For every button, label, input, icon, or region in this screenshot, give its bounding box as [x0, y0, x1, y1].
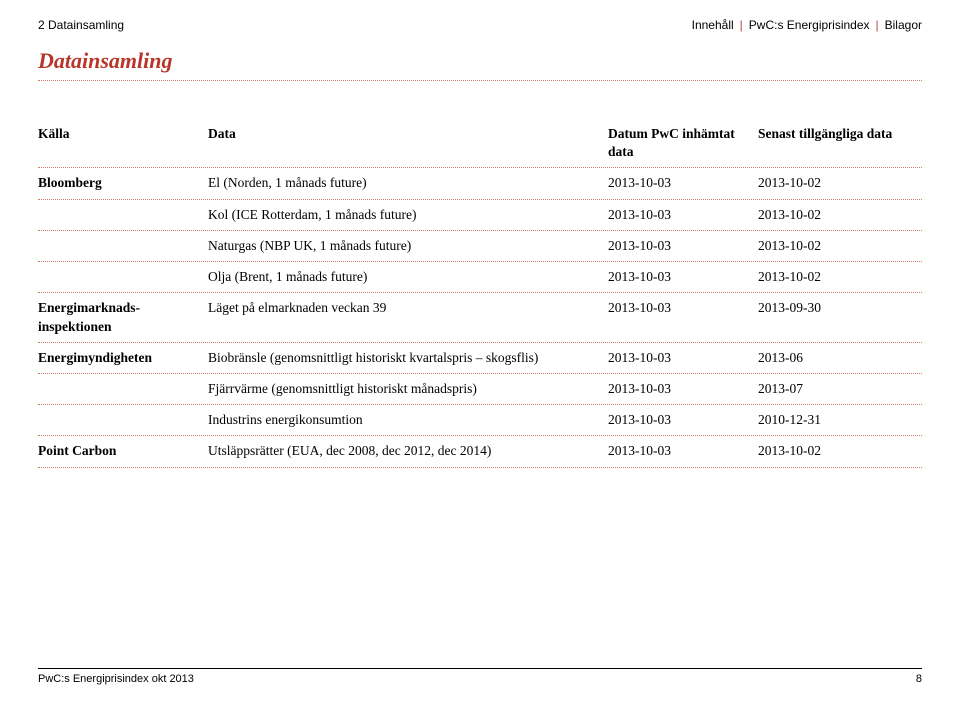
cell-desc: Industrins energikonsumtion [208, 411, 608, 429]
cell-desc: Läget på elmarknaden veckan 39 [208, 299, 608, 317]
cell-source: Energimarknads-inspektionen [38, 299, 208, 335]
cell-source: Energimyndigheten [38, 349, 208, 367]
col-header-date-latest: Senast tillgängliga data [758, 125, 918, 143]
cell-desc: Olja (Brent, 1 månads future) [208, 268, 608, 286]
cell-desc: Utsläppsrätter (EUA, dec 2008, dec 2012,… [208, 442, 608, 460]
footer-row: PwC:s Energiprisindex okt 2013 8 [38, 673, 922, 685]
cell-source: Point Carbon [38, 442, 208, 460]
page-number: 8 [916, 673, 922, 685]
cell-date1: 2013-10-03 [608, 268, 758, 286]
header-nav-item[interactable]: PwC:s Energiprisindex [749, 18, 870, 32]
page: 2 Datainsamling Innehåll | PwC:s Energip… [0, 0, 960, 703]
cell-date2: 2013-07 [758, 380, 918, 398]
cell-desc: Fjärrvärme (genomsnittligt historiskt må… [208, 380, 608, 398]
cell-date2: 2013-10-02 [758, 237, 918, 255]
cell-date1: 2013-10-03 [608, 411, 758, 429]
cell-desc: Naturgas (NBP UK, 1 månads future) [208, 237, 608, 255]
header-left: 2 Datainsamling [38, 18, 124, 32]
cell-date1: 2013-10-03 [608, 349, 758, 367]
page-footer: PwC:s Energiprisindex okt 2013 8 [38, 668, 922, 685]
cell-desc: El (Norden, 1 månads future) [208, 174, 608, 192]
table-row: Naturgas (NBP UK, 1 månads future) 2013-… [38, 231, 922, 262]
table-row: Bloomberg El (Norden, 1 månads future) 2… [38, 168, 922, 199]
data-table: Källa Data Datum PwC inhämtat data Senas… [38, 119, 922, 468]
header-nav-item[interactable]: Innehåll [692, 18, 734, 32]
separator-icon: | [876, 18, 879, 32]
title-divider [38, 80, 922, 81]
cell-date1: 2013-10-03 [608, 237, 758, 255]
table-row: Kol (ICE Rotterdam, 1 månads future) 201… [38, 200, 922, 231]
cell-date1: 2013-10-03 [608, 299, 758, 317]
cell-date1: 2013-10-03 [608, 442, 758, 460]
cell-date1: 2013-10-03 [608, 206, 758, 224]
page-header: 2 Datainsamling Innehåll | PwC:s Energip… [38, 18, 922, 32]
header-right: Innehåll | PwC:s Energiprisindex | Bilag… [692, 18, 922, 32]
cell-date2: 2013-10-02 [758, 206, 918, 224]
table-row: Energimyndigheten Biobränsle (genomsnitt… [38, 343, 922, 374]
cell-date2: 2013-10-02 [758, 442, 918, 460]
cell-desc: Biobränsle (genomsnittligt historiskt kv… [208, 349, 608, 367]
table-header-row: Källa Data Datum PwC inhämtat data Senas… [38, 119, 922, 168]
table-row: Energimarknads-inspektionen Läget på elm… [38, 293, 922, 342]
cell-date1: 2013-10-03 [608, 174, 758, 192]
cell-date2: 2013-09-30 [758, 299, 918, 317]
col-header-source: Källa [38, 125, 208, 143]
cell-date2: 2013-10-02 [758, 268, 918, 286]
footer-left: PwC:s Energiprisindex okt 2013 [38, 673, 194, 685]
table-row: Industrins energikonsumtion 2013-10-03 2… [38, 405, 922, 436]
cell-date2: 2013-10-02 [758, 174, 918, 192]
cell-date1: 2013-10-03 [608, 380, 758, 398]
cell-source: Bloomberg [38, 174, 208, 192]
header-nav-item[interactable]: Bilagor [885, 18, 922, 32]
page-title: Datainsamling [38, 48, 922, 74]
col-header-data: Data [208, 125, 608, 143]
cell-date2: 2010-12-31 [758, 411, 918, 429]
table-row: Fjärrvärme (genomsnittligt historiskt må… [38, 374, 922, 405]
col-header-date-pwc: Datum PwC inhämtat data [608, 125, 758, 161]
separator-icon: | [740, 18, 743, 32]
cell-desc: Kol (ICE Rotterdam, 1 månads future) [208, 206, 608, 224]
cell-date2: 2013-06 [758, 349, 918, 367]
footer-divider [38, 668, 922, 669]
table-row: Olja (Brent, 1 månads future) 2013-10-03… [38, 262, 922, 293]
table-row: Point Carbon Utsläppsrätter (EUA, dec 20… [38, 436, 922, 467]
